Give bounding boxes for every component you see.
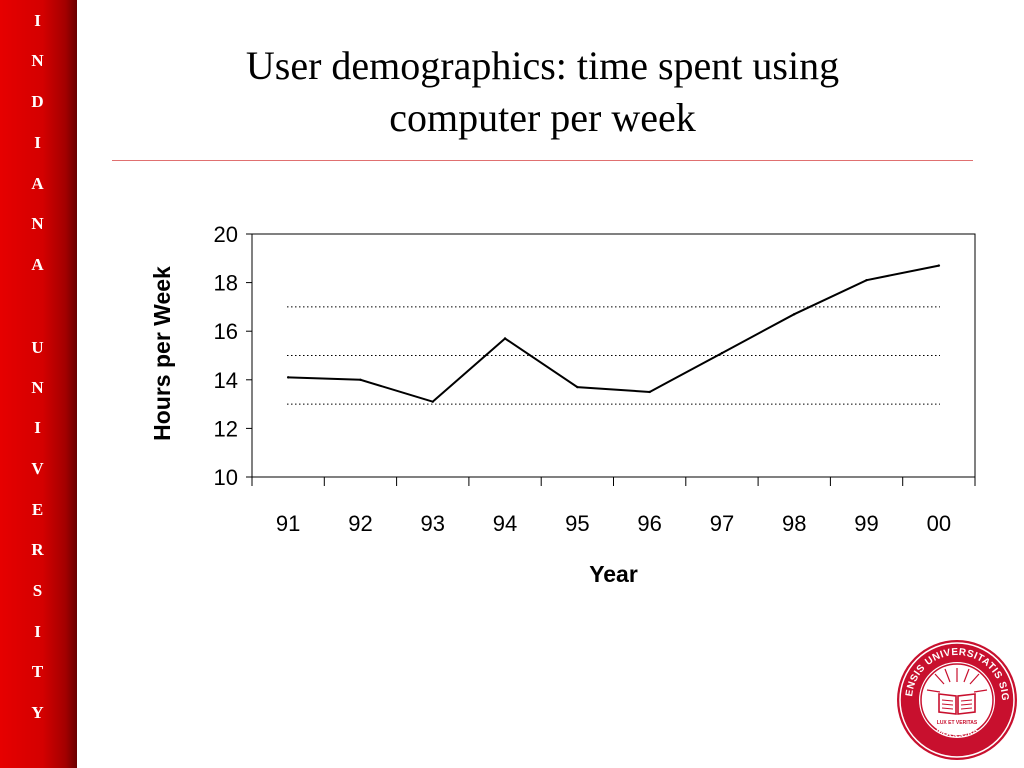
seal-motto: LUX ET VERITAS — [937, 720, 978, 726]
side-letter: I — [34, 11, 41, 30]
seal-inner-rim — [920, 663, 994, 737]
data-point — [937, 264, 941, 267]
y-tick-label: 16 — [214, 319, 238, 344]
y-tick-label: 14 — [214, 368, 238, 393]
data-point — [576, 385, 579, 389]
side-letter: Y — [31, 703, 44, 722]
x-tick-label: 94 — [493, 511, 517, 536]
y-tick-label: 10 — [214, 465, 238, 490]
side-letter: I — [34, 622, 41, 641]
side-letter: A — [31, 174, 44, 193]
data-point — [720, 351, 724, 355]
data-point — [648, 390, 651, 394]
seal-inner-disc — [919, 662, 995, 738]
side-letter: U — [31, 338, 44, 357]
slide-title-line-2: computer per week — [389, 95, 696, 140]
y-tick-label: 18 — [214, 271, 238, 296]
side-letter: N — [31, 51, 44, 70]
university-seal: INDIANENSIS UNIVERSITATIS SIGILLUM LUX E… — [895, 638, 1017, 760]
x-tick-label: 95 — [565, 511, 589, 536]
side-letter: R — [31, 540, 44, 559]
data-point — [286, 376, 290, 379]
side-letter: V — [31, 459, 44, 478]
title-divider — [112, 160, 973, 161]
side-letter: S — [32, 581, 43, 600]
data-point — [359, 378, 362, 381]
y-tick-label: 20 — [214, 222, 238, 247]
y-axis-label: Hours per Week — [149, 266, 175, 441]
data-point — [503, 337, 507, 340]
side-letter: N — [31, 378, 44, 397]
x-tick-label: 98 — [782, 511, 806, 536]
seal-sunburst-icon — [926, 668, 988, 693]
series-line — [288, 264, 940, 403]
x-tick-label: 91 — [276, 511, 300, 536]
x-tick-label: 99 — [854, 511, 878, 536]
x-axis-label: Year — [589, 561, 638, 587]
x-tick-label: 92 — [348, 511, 372, 536]
side-banner: I N D I A N A U N I V E R S I T Y — [0, 0, 77, 768]
side-letter: T — [31, 662, 44, 681]
side-letter: N — [31, 214, 44, 233]
x-tick-label: 96 — [637, 511, 661, 536]
x-tick-label: 97 — [710, 511, 734, 536]
side-letter: I — [34, 133, 41, 152]
seal-year: MDCCCXX — [935, 724, 980, 740]
slide-title: User demographics: time spent using comp… — [120, 40, 965, 144]
open-book-icon — [938, 693, 976, 715]
side-letter: D — [31, 92, 44, 111]
side-letter: I — [34, 418, 41, 437]
slide-title-line-1: User demographics: time spent using — [245, 43, 840, 88]
data-point — [431, 400, 434, 403]
data-point — [793, 312, 796, 316]
data-point — [865, 278, 868, 282]
side-letter: A — [31, 255, 44, 274]
seal-rim — [899, 642, 1015, 758]
side-letter: E — [31, 500, 44, 519]
x-tick-label: 93 — [421, 511, 445, 536]
y-tick-label: 12 — [214, 416, 238, 441]
x-tick-label: 00 — [927, 511, 951, 536]
